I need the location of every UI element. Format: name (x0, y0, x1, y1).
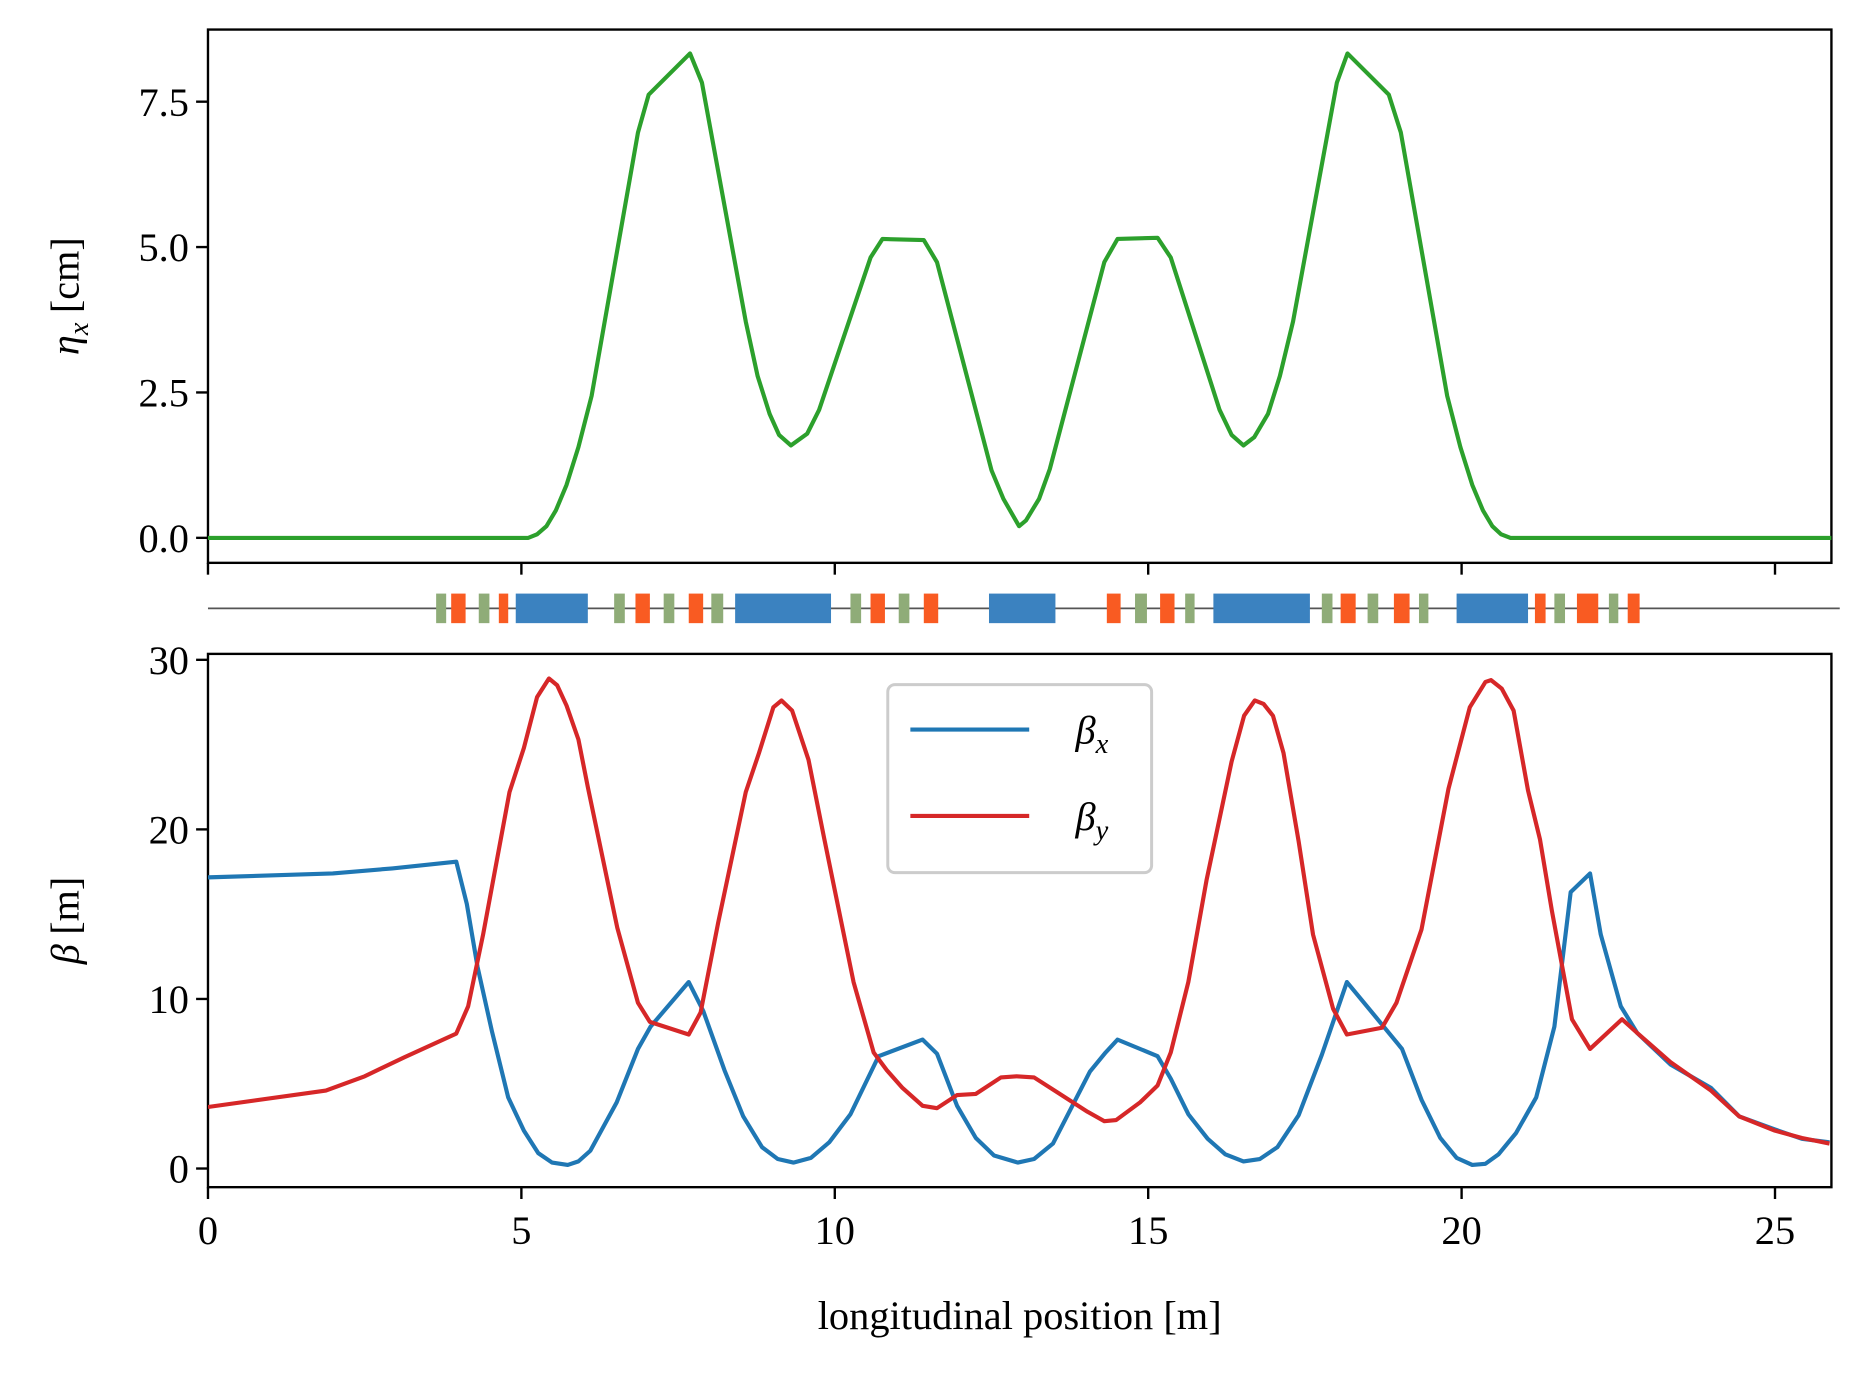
y-tick-label: 10 (149, 977, 189, 1022)
x-tick-label: 10 (815, 1208, 855, 1253)
lattice-element (735, 593, 832, 624)
lattice-element (1135, 593, 1147, 624)
y-tick-label: 0.0 (138, 516, 189, 561)
lattice-element (1554, 593, 1566, 624)
lattice-element (1321, 593, 1333, 624)
legend-subscript: x (1095, 729, 1109, 760)
y-axis-unit: [m] (42, 877, 87, 935)
series-line (207, 859, 1830, 1168)
lattice-element (663, 593, 675, 624)
lattice-element (1367, 593, 1379, 624)
lattice-element (635, 593, 650, 624)
y-axis-symbol: β (42, 943, 87, 965)
lattice-element (1185, 593, 1195, 624)
lattice-element (688, 593, 704, 624)
lattice-element (1106, 593, 1121, 624)
y-axis-symbol: η (42, 335, 87, 355)
x-axis-label: longitudinal position [m] (818, 1293, 1222, 1338)
x-tick-label: 0 (198, 1208, 218, 1253)
lattice-element (1576, 593, 1599, 624)
legend-label: βy (1075, 794, 1109, 846)
lattice-element (711, 593, 724, 624)
lattice-element (1160, 593, 1175, 624)
lattice-element (923, 593, 939, 624)
lattice-element (1340, 593, 1356, 624)
legend-box (886, 683, 1154, 875)
axes-frame (206, 652, 1833, 1189)
x-tick-label: 5 (511, 1208, 531, 1253)
x-tick-label: 15 (1128, 1208, 1168, 1253)
lattice-element (1393, 593, 1410, 624)
legend-symbol: β (1075, 794, 1097, 839)
lattice-element (870, 593, 885, 624)
lattice-element (1608, 593, 1619, 624)
lattice-element (1456, 593, 1529, 624)
series-line (207, 676, 1830, 1146)
x-tick-label: 20 (1441, 1208, 1481, 1253)
lattice-element (478, 593, 490, 624)
lattice-element (614, 593, 625, 624)
lattice-element (436, 593, 447, 624)
legend-subscript: y (1093, 816, 1109, 847)
y-tick-label: 5.0 (138, 225, 189, 270)
lattice-element (1534, 593, 1546, 624)
y-tick-label: 0 (169, 1147, 189, 1192)
y-axis-label: ηx [cm] (42, 237, 95, 355)
legend-label: βx (1075, 708, 1109, 760)
lattice-element (988, 593, 1056, 624)
y-axis-label: β [m] (42, 877, 87, 966)
y-tick-label: 30 (149, 638, 189, 683)
y-axis-subscript: x (64, 322, 95, 336)
y-tick-label: 7.5 (138, 80, 189, 125)
lattice-element (1418, 593, 1429, 624)
axes-frame (206, 28, 1833, 565)
y-tick-label: 20 (149, 808, 189, 853)
lattice-element (1213, 593, 1310, 624)
lattice-element (498, 593, 509, 624)
lattice-element (850, 593, 862, 624)
y-tick-label: 2.5 (138, 371, 189, 416)
x-tick-label: 25 (1755, 1208, 1795, 1253)
lattice-element (1627, 593, 1640, 624)
legend-symbol: β (1075, 708, 1097, 753)
lattice-element (451, 593, 466, 624)
lattice-element (898, 593, 910, 624)
series-line (207, 51, 1832, 540)
lattice-element (515, 593, 588, 624)
y-axis-unit: [cm] (42, 237, 87, 313)
